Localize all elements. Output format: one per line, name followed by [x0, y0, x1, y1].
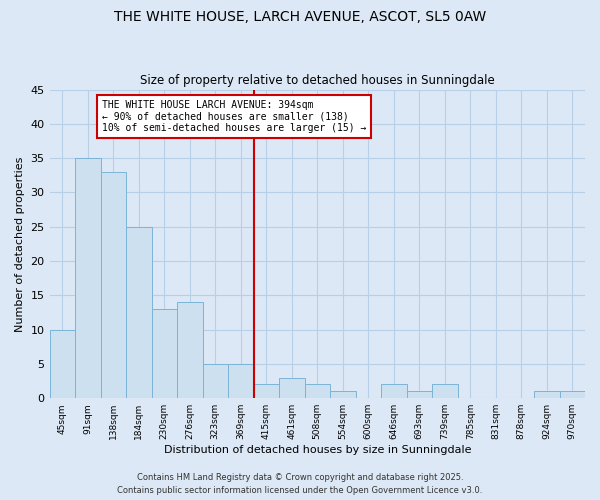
Bar [330, 392, 356, 398]
Bar [560, 392, 585, 398]
Text: THE WHITE HOUSE, LARCH AVENUE, ASCOT, SL5 0AW: THE WHITE HOUSE, LARCH AVENUE, ASCOT, SL… [114, 10, 486, 24]
Bar [381, 384, 407, 398]
Bar [254, 384, 279, 398]
Y-axis label: Number of detached properties: Number of detached properties [15, 156, 25, 332]
Bar [152, 309, 177, 398]
Bar [228, 364, 254, 398]
Text: Contains HM Land Registry data © Crown copyright and database right 2025.
Contai: Contains HM Land Registry data © Crown c… [118, 474, 482, 495]
Bar [279, 378, 305, 398]
X-axis label: Distribution of detached houses by size in Sunningdale: Distribution of detached houses by size … [164, 445, 471, 455]
Bar [50, 330, 75, 398]
Bar [101, 172, 126, 398]
Title: Size of property relative to detached houses in Sunningdale: Size of property relative to detached ho… [140, 74, 494, 87]
Bar [126, 226, 152, 398]
Bar [177, 302, 203, 398]
Text: THE WHITE HOUSE LARCH AVENUE: 394sqm
← 90% of detached houses are smaller (138)
: THE WHITE HOUSE LARCH AVENUE: 394sqm ← 9… [102, 100, 366, 133]
Bar [305, 384, 330, 398]
Bar [534, 392, 560, 398]
Bar [432, 384, 458, 398]
Bar [75, 158, 101, 398]
Bar [203, 364, 228, 398]
Bar [407, 392, 432, 398]
